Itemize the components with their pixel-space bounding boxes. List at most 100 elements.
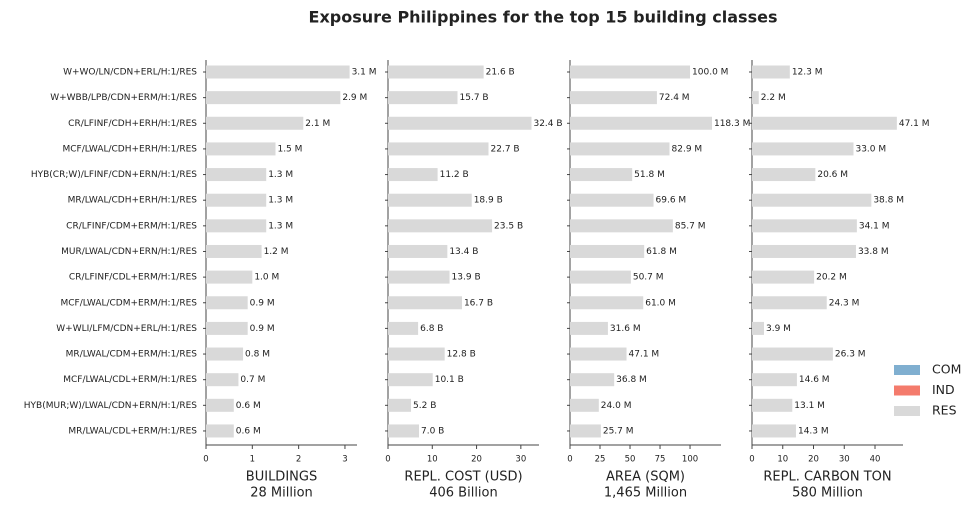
value-label: 47.1 M [629, 350, 660, 360]
category-label: MCF/LWAL/CDH+ERH/H:1/RES [62, 144, 197, 154]
bar [206, 373, 239, 387]
bar [388, 91, 458, 105]
x-tick-label: 50 [625, 455, 636, 465]
bar [388, 373, 433, 387]
bar [752, 244, 856, 258]
value-label: 14.3 M [798, 426, 829, 436]
bar [752, 347, 833, 361]
bar [752, 424, 796, 438]
bar [570, 373, 615, 387]
category-label: MUR/LWAL/CDN+ERN/H:1/RES [61, 247, 197, 257]
value-label: 12.3 M [792, 68, 823, 78]
value-label: 3.1 M [352, 68, 377, 78]
value-label: 12.8 B [447, 350, 476, 360]
value-label: 1.3 M [268, 196, 293, 206]
bar [752, 193, 872, 207]
bar [752, 373, 797, 387]
bar [206, 270, 253, 284]
x-tick-label: 0 [749, 455, 754, 465]
bar [752, 296, 827, 310]
bar [752, 142, 854, 156]
category-label: HYB(MUR;W)/LWAL/CDN+ERN/H:1/RES [24, 401, 198, 411]
bar [388, 193, 472, 207]
value-label: 1.2 M [264, 247, 289, 257]
bar [570, 219, 673, 233]
bar [206, 398, 234, 412]
x-tick-label: 20 [808, 455, 819, 465]
category-label: MCF/LWAL/CDM+ERM/H:1/RES [60, 298, 197, 308]
value-label: 24.0 M [601, 401, 632, 411]
bar [570, 321, 608, 335]
value-label: 1.0 M [254, 273, 279, 283]
bar [388, 321, 419, 335]
value-label: 51.8 M [634, 170, 665, 180]
bar [570, 91, 657, 105]
bar [570, 244, 645, 258]
bar [752, 219, 857, 233]
value-label: 15.7 B [460, 93, 489, 103]
bar [752, 321, 764, 335]
value-label: 100.0 M [692, 68, 728, 78]
value-label: 22.7 B [491, 144, 520, 154]
x-tick-label: 75 [655, 455, 666, 465]
bar [388, 168, 438, 182]
value-label: 1.3 M [268, 221, 293, 231]
value-label: 26.3 M [835, 350, 866, 360]
x-tick-label: 30 [515, 455, 526, 465]
value-label: 0.8 M [245, 350, 270, 360]
legend-swatch [894, 365, 920, 375]
value-label: 0.7 M [240, 375, 265, 385]
x-tick-label: 0 [567, 455, 572, 465]
value-label: 33.0 M [855, 144, 886, 154]
value-label: 31.6 M [610, 324, 641, 334]
value-label: 23.5 B [494, 221, 523, 231]
bar [206, 91, 341, 105]
bar [206, 116, 304, 130]
value-label: 0.9 M [250, 324, 275, 334]
bar [206, 347, 244, 361]
category-label: CR/LFINF/CDL+ERM/H:1/RES [69, 273, 197, 283]
category-label: MR/LWAL/CDH+ERH/H:1/RES [68, 196, 198, 206]
x-tick-label: 100 [682, 455, 698, 465]
x-axis-total: 28 Million [250, 486, 313, 501]
category-label: MCF/LWAL/CDL+ERM/H:1/RES [63, 375, 197, 385]
bar [388, 270, 450, 284]
value-label: 36.8 M [616, 375, 647, 385]
category-label: HYB(CR;W)/LFINF/CDN+ERN/H:1/RES [31, 170, 197, 180]
bar [570, 65, 691, 79]
legend-swatch [894, 406, 920, 416]
legend-label: IND [932, 382, 955, 397]
bar [570, 116, 712, 130]
value-label: 11.2 B [440, 170, 469, 180]
value-label: 18.9 B [474, 196, 503, 206]
bar [206, 142, 276, 156]
x-axis-total: 580 Million [792, 486, 863, 501]
bar [570, 193, 654, 207]
x-tick-label: 40 [870, 455, 881, 465]
bar [388, 347, 445, 361]
value-label: 6.8 B [420, 324, 443, 334]
value-label: 20.2 M [816, 273, 847, 283]
bar [570, 424, 601, 438]
bar [570, 168, 633, 182]
value-label: 25.7 M [603, 426, 634, 436]
x-axis-label: REPL. COST (USD) [404, 470, 522, 485]
bar [388, 116, 532, 130]
bar [388, 296, 462, 310]
value-label: 5.2 B [413, 401, 436, 411]
legend-label: COM [932, 362, 961, 377]
value-label: 85.7 M [675, 221, 706, 231]
value-label: 14.6 M [799, 375, 830, 385]
x-axis-label: BUILDINGS [246, 470, 317, 485]
bar [752, 168, 816, 182]
category-label: MR/LWAL/CDM+ERM/H:1/RES [66, 350, 198, 360]
value-label: 2.2 M [761, 93, 786, 103]
category-label: W+WO/LN/CDN+ERL/H:1/RES [63, 68, 197, 78]
chart-title: Exposure Philippines for the top 15 buil… [309, 8, 778, 27]
value-label: 38.8 M [873, 196, 904, 206]
x-tick-label: 10 [427, 455, 438, 465]
bar [752, 91, 759, 105]
x-tick-label: 0 [203, 455, 208, 465]
bar [206, 424, 234, 438]
value-label: 13.9 B [452, 273, 481, 283]
